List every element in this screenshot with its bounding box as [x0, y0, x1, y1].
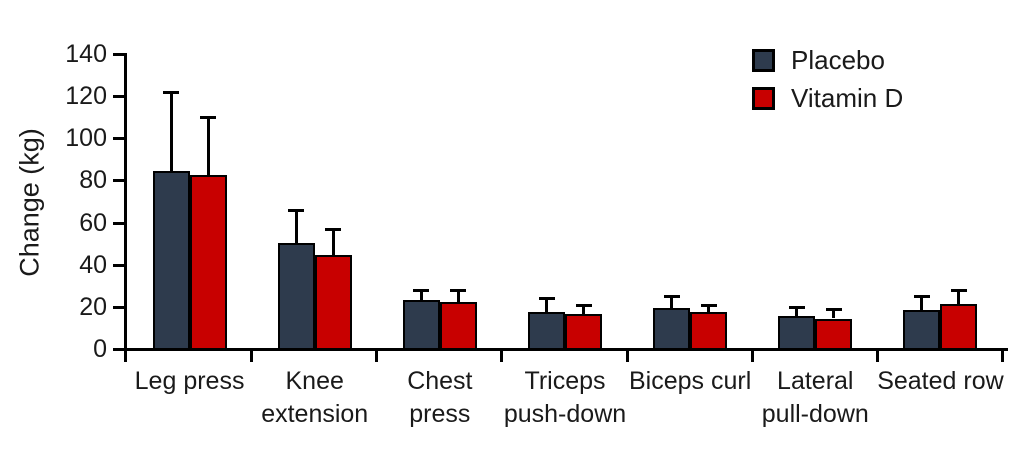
error-bar-stem	[795, 305, 799, 317]
error-bar-stem	[832, 307, 836, 319]
error-bar-stem	[169, 90, 173, 171]
bar-placebo	[778, 316, 816, 350]
category-label: Chest press	[407, 367, 473, 428]
y-axis-line	[124, 53, 127, 351]
y-tick	[113, 221, 124, 225]
y-tick-label: 60	[79, 208, 107, 237]
bar-vitamin-d	[815, 318, 853, 350]
y-tick	[113, 137, 124, 141]
vitamin-d-swatch-icon	[752, 87, 775, 110]
category-label: Leg press	[134, 367, 245, 395]
category-label: Seated row	[877, 367, 1004, 395]
error-bar-cap	[788, 305, 805, 309]
error-bar-stem	[920, 295, 924, 311]
error-bar-stem	[670, 295, 674, 308]
bar-placebo	[152, 171, 190, 350]
y-tick	[113, 179, 124, 183]
error-bar-stem	[456, 289, 460, 302]
category-label: Lateral pull-down	[761, 367, 869, 428]
bar-vitamin-d	[314, 255, 352, 350]
error-bar-cap	[450, 289, 467, 292]
x-tick	[250, 348, 254, 362]
error-bar-stem	[707, 303, 711, 313]
bar-vitamin-d	[690, 312, 728, 350]
legend: Placebo Vitamin D	[752, 44, 903, 120]
error-bar-cap	[288, 208, 305, 212]
y-tick	[113, 305, 124, 309]
y-tick-label: 20	[79, 292, 107, 321]
placebo-swatch-icon	[752, 49, 775, 72]
error-bar-stem	[331, 227, 335, 256]
bar-vitamin-d	[439, 301, 477, 350]
error-bar-cap	[700, 303, 717, 307]
error-bar-cap	[825, 307, 842, 311]
legend-label-vitamin-d: Vitamin D	[791, 83, 904, 113]
error-bar-cap	[200, 116, 217, 120]
error-bar-cap	[325, 227, 342, 231]
error-bar-cap	[163, 90, 180, 94]
error-bar-stem	[545, 297, 548, 313]
error-bar-stem	[294, 208, 298, 243]
x-tick	[750, 348, 754, 362]
x-tick	[124, 348, 127, 362]
y-tick-label: 140	[65, 40, 107, 68]
y-axis-title: Change (kg)	[14, 128, 45, 277]
legend-item-placebo: Placebo	[752, 44, 903, 77]
error-bar-stem	[957, 289, 961, 304]
x-tick	[1001, 348, 1004, 362]
x-tick	[625, 348, 629, 362]
bar-vitamin-d	[565, 314, 602, 350]
y-tick	[113, 348, 124, 351]
error-bar-cap	[913, 295, 930, 299]
legend-label-placebo: Placebo	[791, 45, 885, 75]
x-tick	[875, 348, 879, 362]
bar-vitamin-d	[189, 175, 227, 350]
y-tick	[113, 53, 124, 56]
category-label: Triceps push-down	[503, 367, 627, 428]
y-tick-label: 80	[79, 166, 107, 195]
error-bar-cap	[413, 289, 430, 292]
x-tick	[500, 348, 504, 362]
y-tick	[113, 95, 124, 99]
category-label: Knee extension	[261, 367, 369, 428]
bar-placebo	[653, 307, 691, 350]
bar-vitamin-d	[940, 303, 978, 350]
bar-placebo	[528, 312, 565, 350]
bar-placebo	[402, 299, 440, 350]
error-bar-stem	[419, 289, 423, 300]
legend-item-vitamin-d: Vitamin D	[752, 82, 903, 115]
error-bar-cap	[575, 303, 592, 307]
y-tick-label: 40	[79, 250, 107, 279]
y-tick-label: 0	[93, 335, 107, 363]
bar-placebo	[903, 310, 941, 350]
bar-placebo	[277, 242, 315, 350]
error-bar-stem	[206, 116, 210, 176]
error-bar-cap	[950, 289, 967, 292]
x-tick	[375, 348, 379, 362]
error-bar-cap	[538, 297, 555, 301]
y-tick-label: 100	[65, 124, 107, 153]
y-tick-label: 120	[65, 82, 107, 111]
error-bar-stem	[582, 303, 585, 315]
y-tick	[113, 263, 124, 267]
category-label: Biceps curl	[629, 367, 752, 395]
error-bar-cap	[663, 295, 680, 299]
